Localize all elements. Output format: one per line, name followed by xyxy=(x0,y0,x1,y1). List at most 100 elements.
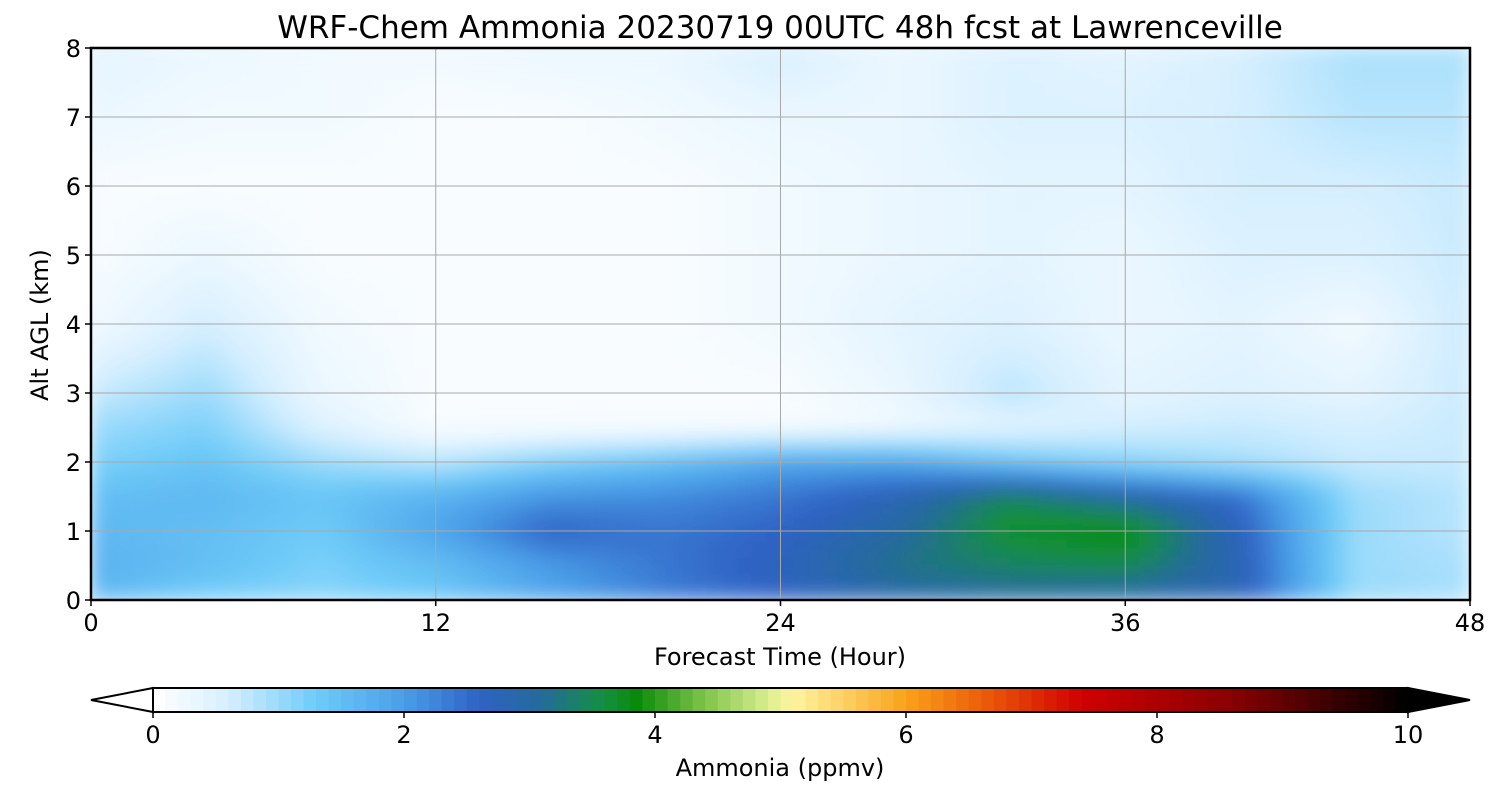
heatmap-cell xyxy=(1167,358,1184,368)
heatmap-cell xyxy=(463,220,480,230)
heatmap-cell xyxy=(1067,254,1083,265)
heatmap-cell xyxy=(334,211,351,221)
heatmap-cell xyxy=(1397,280,1414,290)
heatmap-cell xyxy=(1354,401,1370,411)
heatmap-cell xyxy=(794,366,810,377)
heatmap-cell xyxy=(808,349,825,359)
heatmap-cell xyxy=(578,271,595,282)
heatmap-cell xyxy=(607,263,623,273)
heatmap-cell xyxy=(1038,530,1054,541)
heatmap-cell xyxy=(1052,314,1069,325)
heatmap-cell xyxy=(535,496,552,506)
heatmap-cell xyxy=(923,159,940,170)
heatmap-cell xyxy=(679,185,695,196)
heatmap-cell xyxy=(420,513,437,523)
heatmap-cell xyxy=(1167,254,1184,265)
heatmap-cell xyxy=(1254,487,1270,497)
heatmap-cell xyxy=(1455,228,1470,239)
heatmap-cell xyxy=(894,366,911,377)
heatmap-cell xyxy=(808,211,825,221)
heatmap-cell xyxy=(1383,530,1399,541)
heatmap-cell xyxy=(909,366,925,377)
heatmap-cell xyxy=(1455,565,1470,575)
heatmap-cell xyxy=(1052,297,1069,308)
heatmap-cell xyxy=(1182,358,1198,368)
heatmap-cell xyxy=(665,314,681,325)
heatmap-cell xyxy=(866,151,882,161)
heatmap-cell xyxy=(191,159,207,170)
heatmap-cell xyxy=(1268,556,1284,566)
heatmap-cell xyxy=(363,452,379,463)
heatmap-cell xyxy=(1225,487,1241,497)
heatmap-cell xyxy=(1124,185,1141,196)
heatmap-cell xyxy=(521,375,537,385)
heatmap-cell xyxy=(507,220,523,230)
heatmap-cell xyxy=(995,289,1011,299)
heatmap-cell xyxy=(1412,478,1428,489)
heatmap-cell xyxy=(219,340,236,351)
heatmap-cell xyxy=(291,237,307,247)
heatmap-cell xyxy=(1412,521,1428,532)
heatmap-cell xyxy=(1397,159,1414,170)
heatmap-cell xyxy=(880,220,896,230)
heatmap-cell xyxy=(363,349,379,359)
heatmap-cell xyxy=(219,349,236,359)
heatmap-cell xyxy=(1124,573,1141,584)
heatmap-cell xyxy=(665,271,681,282)
heatmap-cell xyxy=(162,582,178,592)
heatmap-cell xyxy=(851,168,868,178)
heatmap-cell xyxy=(1397,323,1414,334)
heatmap-cell xyxy=(1455,478,1470,489)
heatmap-cell xyxy=(1440,254,1457,265)
heatmap-cell xyxy=(550,159,566,170)
heatmap-cell xyxy=(1081,409,1098,420)
heatmap-cell xyxy=(1139,211,1155,221)
heatmap-cell xyxy=(851,280,868,290)
heatmap-cell xyxy=(679,530,695,541)
heatmap-cell xyxy=(91,513,106,523)
heatmap-cell xyxy=(535,547,552,558)
heatmap-cell xyxy=(823,409,839,420)
heatmap-cell xyxy=(1009,435,1026,446)
heatmap-cell xyxy=(363,556,379,566)
heatmap-cell xyxy=(693,444,710,454)
heatmap-cell xyxy=(535,427,552,437)
heatmap-cell xyxy=(1110,306,1126,316)
heatmap-cell xyxy=(952,202,968,213)
heatmap-cell xyxy=(1325,245,1342,256)
heatmap-cell xyxy=(621,151,638,161)
heatmap-cell xyxy=(1297,202,1313,213)
heatmap-cell xyxy=(191,496,207,506)
heatmap-cell xyxy=(334,496,351,506)
heatmap-cell xyxy=(765,590,781,600)
heatmap-cell xyxy=(1139,487,1155,497)
heatmap-cell xyxy=(234,211,250,221)
heatmap-cell xyxy=(349,530,365,541)
heatmap-cell xyxy=(550,461,566,472)
heatmap-cell xyxy=(1440,435,1457,446)
heatmap-cell xyxy=(1397,332,1414,342)
heatmap-cell xyxy=(938,401,954,411)
heatmap-cell xyxy=(305,383,322,394)
heatmap-cell xyxy=(995,211,1011,221)
heatmap-cell xyxy=(1067,151,1083,161)
heatmap-cell xyxy=(262,194,279,204)
heatmap-cell xyxy=(133,366,149,377)
heatmap-cell xyxy=(952,521,968,532)
heatmap-cell xyxy=(1167,340,1184,351)
heatmap-cell xyxy=(1325,521,1342,532)
heatmap-cell xyxy=(363,168,379,178)
heatmap-cell xyxy=(305,254,322,265)
heatmap-cell xyxy=(535,228,552,239)
heatmap-cell xyxy=(1412,314,1428,325)
heatmap-cell xyxy=(1383,383,1399,394)
heatmap-cell xyxy=(952,582,968,592)
heatmap-cell xyxy=(349,168,365,178)
heatmap-cell xyxy=(578,565,595,575)
heatmap-cell xyxy=(291,375,307,385)
heatmap-cell xyxy=(708,375,724,385)
heatmap-cell xyxy=(1024,521,1040,532)
heatmap-cell xyxy=(952,332,968,342)
heatmap-cell xyxy=(765,547,781,558)
heatmap-cell xyxy=(1426,427,1442,437)
